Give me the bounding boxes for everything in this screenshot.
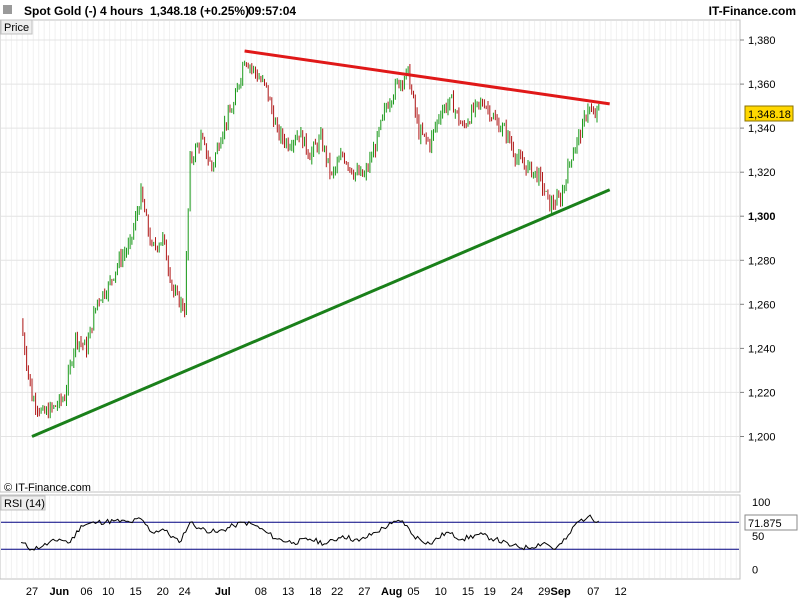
date-tick-label: Aug xyxy=(381,586,402,598)
price-tick-label: 1,260 xyxy=(748,299,776,311)
date-tick-label: 19 xyxy=(484,586,496,598)
last-price-label: 1,348.18 xyxy=(748,109,791,121)
last-rsi-label: 71.875 xyxy=(748,518,782,530)
price-tick-label: 1,280 xyxy=(748,255,776,267)
instrument-name: Spot Gold (-) xyxy=(24,4,97,18)
rsi-tick-label: 50 xyxy=(752,531,764,543)
rsi-series xyxy=(1,514,739,551)
date-tick-label: 27 xyxy=(358,586,370,598)
brand-name: IT-Finance.com xyxy=(709,4,796,18)
last-rsi-tag xyxy=(744,514,798,531)
price-tick-label: 1,340 xyxy=(748,123,776,135)
rsi-line xyxy=(20,514,600,551)
menu-square-icon[interactable] xyxy=(3,5,12,14)
trendlines xyxy=(31,49,611,438)
date-tick-label: 29 xyxy=(538,586,550,598)
rsi-tab[interactable] xyxy=(0,495,46,511)
candles xyxy=(22,60,600,419)
date-tick-label: 22 xyxy=(331,586,343,598)
rsi-panel-frame xyxy=(0,494,741,580)
price-tick-label: 1,380 xyxy=(748,35,776,47)
date-tick-label: 07 xyxy=(587,586,599,598)
date-tick-label: 08 xyxy=(255,586,267,598)
rsi-tab-label: RSI (14) xyxy=(4,498,45,510)
date-tick-label: 20 xyxy=(157,586,169,598)
date-tick-label: Sep xyxy=(551,586,571,598)
date-tick-label: 18 xyxy=(309,586,321,598)
price-axis: 1,380 1,360 1,340 1,320 1,300 1,280 1,260 1,240… xyxy=(740,35,776,444)
date-tick-label: 15 xyxy=(462,586,474,598)
price-tick-label: 1,240 xyxy=(748,343,776,355)
rsi-axis: 100 50 0 xyxy=(752,497,770,577)
price-tick-label: 1,320 xyxy=(748,167,776,179)
date-tick-label: 24 xyxy=(178,586,190,598)
price-change: 1,348.18 (+0.25%) xyxy=(150,4,249,18)
grid xyxy=(1,21,739,578)
price-panel-frame xyxy=(0,19,741,493)
date-tick-label: 10 xyxy=(102,586,114,598)
date-tick-label: Jun xyxy=(50,586,70,598)
last-price-tag xyxy=(744,105,794,122)
price-tick-label: 1,220 xyxy=(748,387,776,399)
date-tick-label: 24 xyxy=(511,586,523,598)
date-tick-label: Jul xyxy=(215,586,231,598)
date-tick-label: 12 xyxy=(614,586,626,598)
price-tick-label: 1,200 xyxy=(748,432,776,444)
rsi-tick-label: 0 xyxy=(752,565,758,577)
date-tick-label: 10 xyxy=(435,586,447,598)
interval-label: 4 hours xyxy=(100,4,144,18)
price-tick-label: 1,300 xyxy=(748,211,776,223)
rsi-tick-label: 100 xyxy=(752,497,770,509)
date-tick-label: 15 xyxy=(129,586,141,598)
price-tick-label: 1,360 xyxy=(748,79,776,91)
quote-time: 09:57:04 xyxy=(248,4,296,18)
date-tick-label: 05 xyxy=(407,586,419,598)
resistance-trendline xyxy=(244,49,610,106)
header: Spot Gold (-) 4 hours 1,348.18 (+0.25%) … xyxy=(3,4,796,18)
date-tick-label: 27 xyxy=(26,586,38,598)
date-axis: 27 Jun 06 10 15 20 24 Jul 08 13 18 22 27 Aug 05 10 15 19 2… xyxy=(26,586,627,598)
date-tick-label: 06 xyxy=(80,586,92,598)
price-tab[interactable] xyxy=(0,19,33,35)
support-trendline xyxy=(31,188,611,438)
watermark: © IT-Finance.com xyxy=(4,482,91,494)
price-tab-label: Price xyxy=(4,22,29,34)
date-tick-label: 13 xyxy=(282,586,294,598)
